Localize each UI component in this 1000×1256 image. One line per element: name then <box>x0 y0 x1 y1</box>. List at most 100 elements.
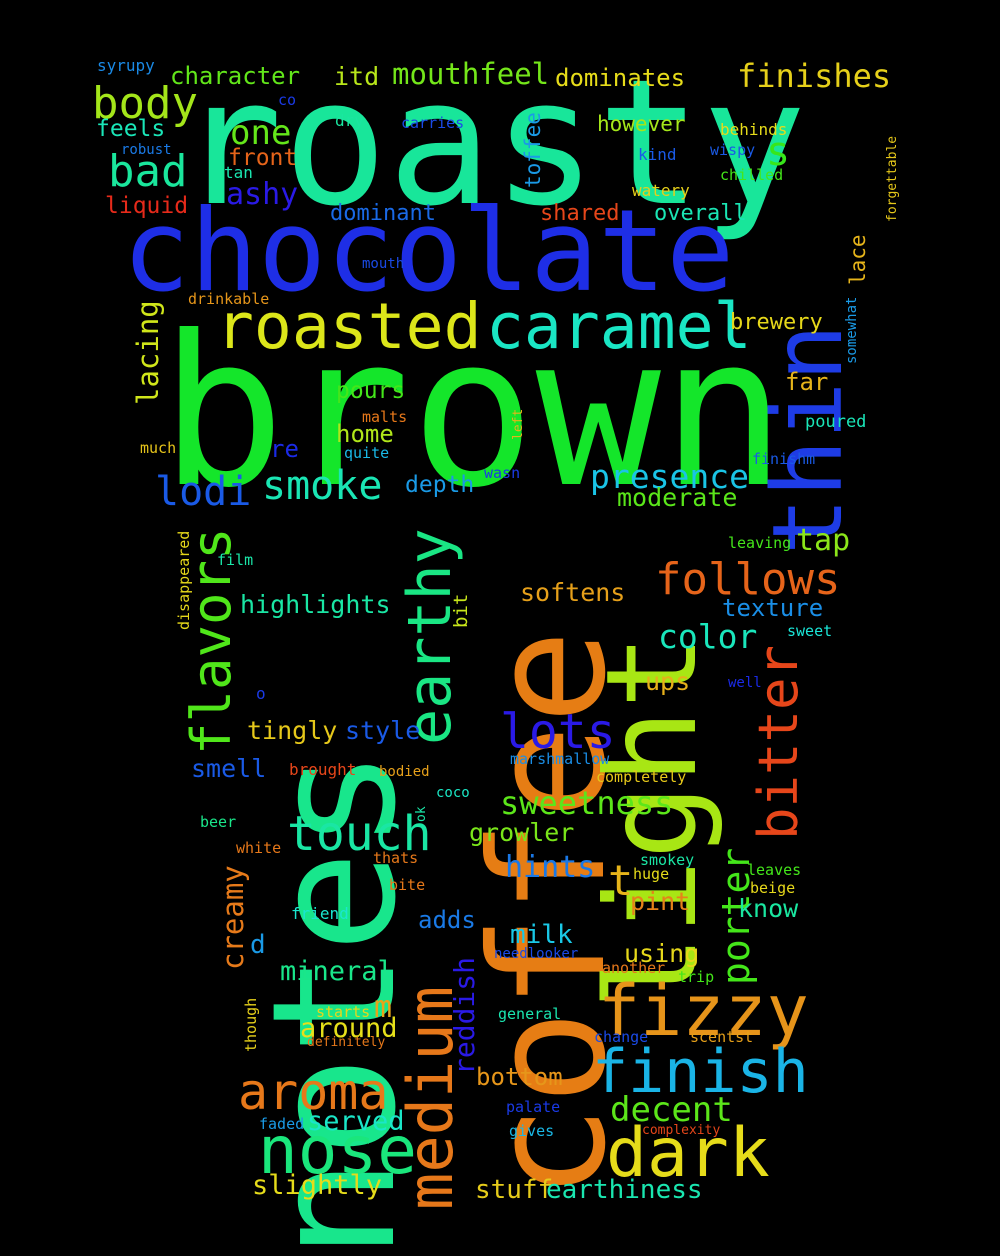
word: reddish <box>448 956 481 1075</box>
word: another <box>602 959 666 977</box>
word: d <box>250 930 266 960</box>
word: bite <box>389 876 426 894</box>
word: nose <box>258 1112 417 1189</box>
word: know <box>738 894 799 923</box>
word: general <box>498 1005 562 1023</box>
word: dominant <box>330 201 436 226</box>
word: quite <box>344 444 390 462</box>
word: definitely <box>307 1035 386 1050</box>
word: wasn <box>484 464 521 482</box>
word: liquid <box>105 193 189 219</box>
word: shared <box>540 201 620 226</box>
word: leaving <box>728 534 792 552</box>
word: kind <box>638 145 677 164</box>
word: dominates <box>555 64 686 92</box>
word: ups <box>645 667 691 696</box>
word: smokey <box>640 851 695 869</box>
word: brought <box>289 760 357 779</box>
word: mineral <box>280 956 394 987</box>
word: smell <box>191 754 267 783</box>
word: adds <box>418 906 476 934</box>
word: wispy <box>710 141 756 159</box>
word: overall <box>654 201 747 226</box>
word: trip <box>678 968 715 986</box>
word: disappeared <box>175 530 193 630</box>
word: robust <box>121 142 172 158</box>
word: touch <box>287 806 432 862</box>
word: thats <box>373 849 419 867</box>
word: chocolate <box>122 185 735 317</box>
word: friend <box>291 904 349 923</box>
word: syrupy <box>97 56 155 75</box>
word: m <box>374 990 393 1025</box>
word: re <box>270 435 299 463</box>
word: style <box>345 716 421 745</box>
word: lace <box>846 234 870 285</box>
word: milk <box>510 920 573 950</box>
word: hints <box>505 850 596 885</box>
word: ashy <box>226 177 299 212</box>
word: caramel <box>486 290 752 363</box>
word: complexity <box>642 1123 721 1138</box>
word: lots <box>500 704 616 760</box>
word: itd <box>334 62 380 91</box>
word: needlooker <box>494 946 579 962</box>
word: forgettable <box>885 135 900 222</box>
word: decent <box>610 1090 733 1130</box>
word: gives <box>509 1122 555 1140</box>
word: carries <box>401 114 465 132</box>
word: slightly <box>252 1170 383 1201</box>
word: white <box>236 839 282 857</box>
word: finish <box>592 1037 809 1107</box>
word: left <box>511 408 526 440</box>
word: faded <box>259 1115 305 1133</box>
word: growler <box>469 818 575 847</box>
word: bottom <box>476 1063 563 1091</box>
word: stuff <box>475 1175 554 1205</box>
word: co <box>278 91 297 109</box>
word: brewery <box>730 310 823 335</box>
word: marshmallow <box>510 750 610 768</box>
word: bodied <box>379 764 430 780</box>
word: roasted <box>216 290 482 363</box>
word: completely <box>596 768 687 786</box>
word: aroma <box>238 1063 389 1121</box>
word: beige <box>750 879 796 897</box>
word: tap <box>796 523 851 558</box>
word: ok <box>414 806 429 822</box>
word: color <box>658 617 758 656</box>
word: character <box>170 62 301 90</box>
word: home <box>336 420 394 448</box>
word: roasty <box>178 42 807 245</box>
word: lodi <box>155 469 252 515</box>
word: chilled <box>720 166 784 184</box>
word: dry <box>335 111 364 130</box>
word: mouth <box>362 256 405 272</box>
word: malts <box>362 408 408 426</box>
word: dark <box>606 1114 770 1193</box>
word: well <box>728 675 762 691</box>
word: pint <box>630 887 691 916</box>
word: thin <box>752 323 864 555</box>
word: sweet <box>787 622 833 640</box>
word: earthiness <box>546 1175 703 1205</box>
word: beer <box>200 813 237 831</box>
word: t <box>608 856 634 905</box>
word: bit <box>450 593 472 628</box>
word: one <box>230 113 292 153</box>
word: behinds <box>720 120 788 139</box>
word: finishes <box>737 57 892 95</box>
word: o <box>256 684 266 703</box>
word: drinkable <box>188 290 270 308</box>
word: though <box>242 997 260 1052</box>
word: film <box>217 551 254 569</box>
word: leaves <box>747 861 802 879</box>
word: highlights <box>240 590 391 619</box>
word: brown <box>160 292 787 534</box>
word: change <box>594 1028 649 1046</box>
word: feels <box>96 116 166 142</box>
word: creamy <box>216 865 250 970</box>
word: depth <box>405 472 475 498</box>
word: palate <box>506 1098 561 1116</box>
word: somewhat <box>844 296 860 364</box>
